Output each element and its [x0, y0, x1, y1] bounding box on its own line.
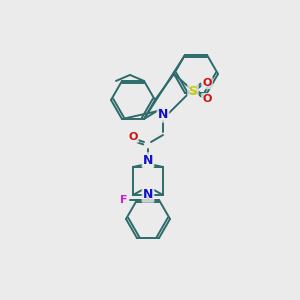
Text: N: N	[143, 188, 153, 202]
Text: F: F	[120, 195, 128, 205]
Text: O: O	[128, 132, 138, 142]
Text: O: O	[202, 78, 212, 88]
Text: N: N	[143, 154, 153, 166]
Text: N: N	[158, 109, 168, 122]
Text: S: S	[188, 85, 197, 98]
Text: O: O	[202, 94, 212, 104]
